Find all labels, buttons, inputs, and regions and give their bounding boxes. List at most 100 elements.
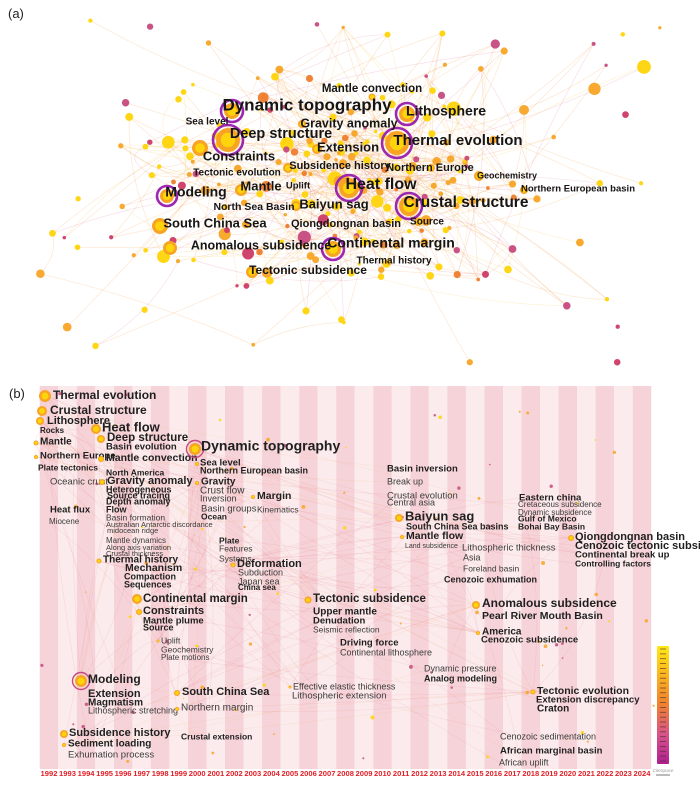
keyword-label: Kinematics xyxy=(257,504,299,514)
keyword-label: Features xyxy=(219,543,253,553)
keyword-label: Flow xyxy=(106,504,127,514)
year-stripe xyxy=(558,386,578,769)
keyword-label: Asia xyxy=(463,552,481,562)
keyword-label: Heat flow xyxy=(102,419,161,434)
keyword-label: Geochemistry xyxy=(161,644,214,654)
keyword-label: Inversion xyxy=(200,493,237,503)
year-label: 1997 xyxy=(133,769,150,778)
year-label: 2017 xyxy=(504,769,521,778)
keyword-label: South China Sea xyxy=(182,686,270,698)
year-stripe xyxy=(410,386,429,769)
year-stripe xyxy=(540,386,559,769)
keyword-label: South China Sea basins xyxy=(406,521,509,531)
year-stripe xyxy=(76,386,96,769)
network-keyword-label: Tectonic evolution xyxy=(193,168,281,179)
keyword-label: Deformation xyxy=(237,558,302,570)
keyword-label: Mechanism xyxy=(125,562,182,574)
year-label: 2016 xyxy=(485,769,502,778)
year-label: 2021 xyxy=(578,769,596,778)
keyword-label: Plate tectonics xyxy=(38,462,98,472)
network-keyword-label: Gravity anomaly xyxy=(300,116,397,130)
keyword-label: Land subsidence xyxy=(405,543,458,550)
keyword-label: Subsidence history xyxy=(69,727,171,739)
year-label: 2010 xyxy=(374,769,391,778)
colorbar-gradient xyxy=(657,646,669,764)
keyword-label: Along axis variation xyxy=(106,543,171,552)
keyword-label: Sequences xyxy=(124,579,172,589)
year-stripe xyxy=(243,386,263,769)
burst-ring xyxy=(334,173,364,203)
panel-a-tag: (a) xyxy=(8,6,24,21)
keyword-label: Lithospheric stretching xyxy=(88,705,178,715)
year-label: 2020 xyxy=(559,769,576,778)
year-label: 2024 xyxy=(634,769,652,778)
keyword-label: Australian Antarctic discordance xyxy=(106,520,213,529)
network-keyword-label: Source xyxy=(410,217,444,228)
keyword-label: Mantle flow xyxy=(406,530,464,542)
keyword-label: Northern margin xyxy=(181,703,253,714)
network-keyword-label: North Sea Basin xyxy=(213,201,294,213)
burst-ring xyxy=(211,123,245,157)
network-keyword-label: Modeling xyxy=(165,184,226,200)
keyword-label: Craton xyxy=(537,704,569,715)
year-stripe xyxy=(521,386,541,769)
keyword-label: Thermal evolution xyxy=(53,388,156,402)
timeline-year-stripes xyxy=(39,386,652,769)
keyword-label: Gravity anomaly xyxy=(107,475,193,487)
year-label: 2002 xyxy=(226,769,243,778)
keyword-label: Crustal extension xyxy=(181,731,252,741)
panel-b-tag: (b) xyxy=(9,386,25,401)
year-label: 2001 xyxy=(207,769,225,778)
keyword-label: Systems xyxy=(219,553,252,563)
keyword-label: Northern Europe xyxy=(40,451,115,462)
network-keyword-label: Heat flow xyxy=(345,176,417,193)
timeline-year-axis: 1992 1993 1994 1995 1996 1997 1998 1999 2000 2001… xyxy=(41,769,652,778)
year-stripe xyxy=(447,386,466,769)
keyword-label: Magmatism xyxy=(88,698,143,709)
keyword-label: Pearl River Mouth Basin xyxy=(482,610,603,622)
keyword-label: Eastern china xyxy=(519,493,582,504)
year-label: 2007 xyxy=(319,769,336,778)
network-nodes xyxy=(36,18,662,366)
keyword-label: Analog modeling xyxy=(424,673,497,683)
network-major-nodes xyxy=(152,93,528,278)
year-stripe xyxy=(58,386,77,769)
keyword-label: Crustal evolution xyxy=(387,491,458,502)
keyword-label: Bohai Bay Basin xyxy=(518,521,585,531)
keyword-label: Depth anomaly xyxy=(106,496,171,506)
year-stripe xyxy=(373,386,392,769)
keyword-label: Basin inversion xyxy=(387,464,458,475)
network-keyword-label: Thermal evolution xyxy=(393,132,522,149)
year-label: 2004 xyxy=(263,769,281,778)
network-keyword-label: Deep structure xyxy=(230,126,332,142)
year-stripe xyxy=(225,386,244,769)
keyword-label: Foreland basin xyxy=(463,563,520,573)
network-keyword-label: Thermal history xyxy=(356,256,431,267)
year-stripe xyxy=(336,386,355,769)
year-label: 1999 xyxy=(170,769,187,778)
year-stripe xyxy=(39,386,59,769)
year-stripe xyxy=(503,386,522,769)
burst-ring xyxy=(155,184,179,208)
network-keyword-label: Northern European basin xyxy=(521,184,635,195)
year-stripe xyxy=(206,386,226,769)
keyword-label: Baiyun sag xyxy=(405,508,474,523)
keyword-label: Upper mantle xyxy=(313,607,377,618)
year-label: 2014 xyxy=(448,769,466,778)
keyword-label: Cenozoic exhumation xyxy=(444,574,537,584)
keyword-label: Mantle convection xyxy=(106,452,198,464)
keyword-label: Denudation xyxy=(313,616,365,627)
network-keyword-label: Constraints xyxy=(203,148,275,163)
keyword-label: Mantle plume xyxy=(143,616,204,627)
year-stripe xyxy=(132,386,151,769)
keyword-label: Miocene xyxy=(49,517,80,526)
year-label: 2023 xyxy=(615,769,632,778)
network-keyword-label: Northern Europe xyxy=(386,162,473,174)
keyword-label: Tectonic evolution xyxy=(537,685,629,697)
year-label: 2018 xyxy=(522,769,539,778)
timeline-small-nodes xyxy=(40,392,655,763)
year-stripe xyxy=(280,386,300,769)
network-keyword-label: Lithosphere xyxy=(406,103,486,119)
